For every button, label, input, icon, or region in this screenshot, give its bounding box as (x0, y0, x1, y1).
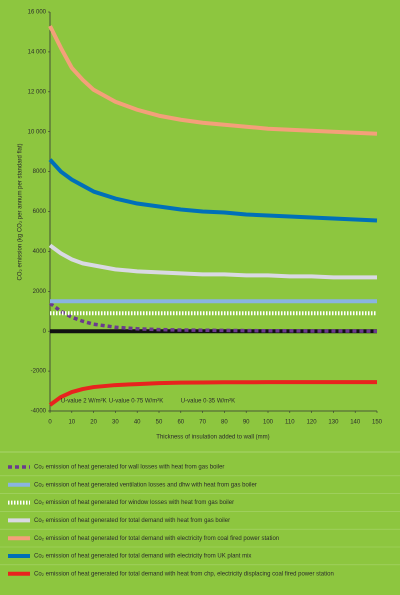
series-line (48, 158, 378, 223)
y-tick-label: -2000 (31, 369, 47, 375)
x-tick-label: 120 (307, 420, 318, 426)
x-tick-label: 10 (68, 420, 75, 426)
x-tick-label: 30 (112, 420, 119, 426)
x-tick-label: 40 (134, 420, 141, 426)
y-tick-label: 10 000 (28, 129, 47, 135)
x-tick-label: 90 (243, 420, 250, 426)
y-tick-label: 2000 (33, 289, 47, 295)
y-tick-label: 8000 (33, 169, 47, 175)
series-line (48, 25, 378, 136)
y-tick-label: 12 000 (28, 89, 47, 95)
legend-label: Co₂ emission of heat generated for windo… (34, 500, 234, 506)
y-tick-label: 4000 (33, 249, 47, 255)
y-tick-label: 0 (43, 329, 47, 335)
x-tick-label: 20 (90, 420, 97, 426)
x-tick-label: 130 (328, 420, 339, 426)
x-tick-label: 0 (48, 420, 52, 426)
legend-label: Co₂ emission of heat generated for total… (34, 554, 251, 560)
annotation: U-value 0·35 W/m²K (181, 399, 235, 405)
legend-label: Co₂ emission of heat generated ventilati… (34, 482, 257, 488)
legend-label: Co₂ emission of heat generated for total… (34, 518, 230, 524)
x-tick-label: 110 (285, 420, 295, 426)
x-tick-label: 100 (263, 420, 274, 426)
x-tick-label: 70 (199, 420, 206, 426)
annotation: U-value 2 W/m²K (61, 399, 107, 405)
x-axis-title: Thickness of insulation added to wall (m… (156, 435, 269, 441)
legend-label: Co₂ emission of heat generated for wall … (34, 465, 224, 471)
y-tick-label: 14 000 (28, 49, 47, 55)
series-line (48, 301, 378, 333)
legend-label: Co₂ emission of heat generated for total… (34, 536, 279, 542)
series-line (48, 243, 377, 280)
x-tick-label: 60 (177, 420, 184, 426)
x-tick-label: 150 (372, 420, 383, 426)
series-line (48, 380, 377, 407)
x-tick-label: 50 (156, 420, 163, 426)
x-tick-label: 140 (350, 420, 361, 426)
y-tick-label: -4000 (31, 409, 47, 415)
y-tick-label: 6000 (33, 209, 47, 215)
x-tick-label: 80 (221, 420, 228, 426)
legend-label: Co₂ emission of heat generated for total… (34, 571, 334, 577)
y-tick-label: 16 000 (28, 10, 47, 16)
y-axis-title: CO₂ emission (kg CO₂ per annum per stand… (18, 143, 24, 280)
annotation: U-value 0·75 W/m²K (109, 399, 163, 405)
